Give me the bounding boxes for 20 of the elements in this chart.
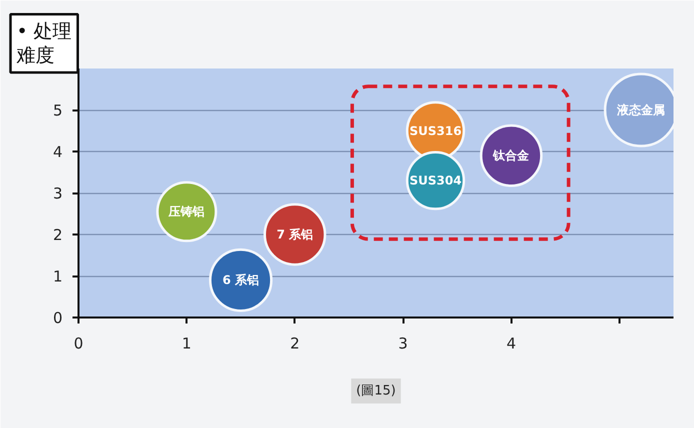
x-tick-label: 1 (182, 334, 192, 352)
y-tick-label: 5 (52, 102, 63, 120)
y-tick-label: 4 (52, 143, 63, 161)
series-label: SUS316 (409, 124, 462, 138)
y-tick-label: 3 (52, 184, 63, 202)
series-label: SUS304 (409, 174, 462, 188)
y-tick-label: 2 (52, 226, 63, 244)
series-label: 液态金属 (616, 103, 666, 117)
x-tick-label: 3 (398, 334, 408, 352)
x-tick-label: 2 (290, 334, 300, 352)
y-axis-title: • 处理难度 (16, 20, 72, 66)
series-label: 6 系铝 (222, 273, 260, 288)
x-tick-label: 0 (74, 334, 84, 352)
x-tick-label: 4 (506, 334, 516, 352)
text: (圖15) (356, 384, 396, 398)
y-tick-label: 1 (52, 268, 63, 286)
series-label: 压铸铝 (168, 204, 205, 219)
series-label: 7 系铝 (276, 228, 314, 242)
y-tick-label: 0 (52, 309, 63, 327)
series-label: 钛合金 (492, 148, 530, 163)
